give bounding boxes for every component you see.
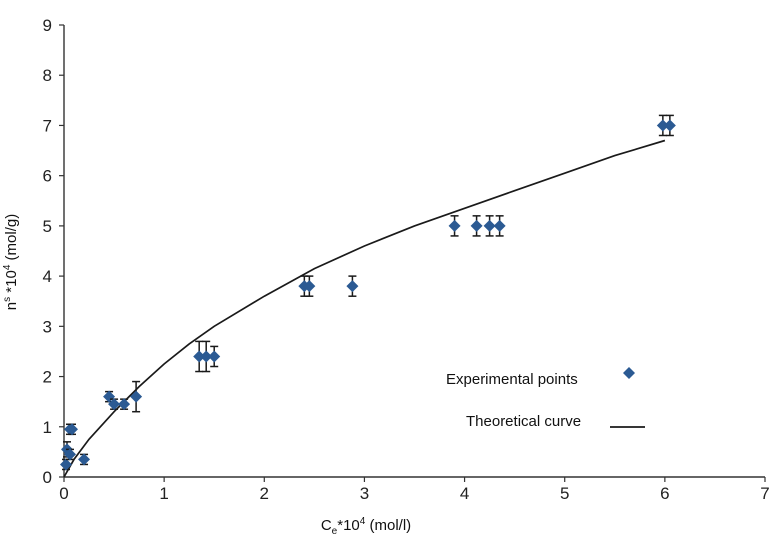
x-tick-label: 7 (760, 484, 769, 503)
data-point (193, 340, 206, 373)
diamond-marker (108, 398, 121, 411)
x-tick-label: 2 (260, 484, 269, 503)
diamond-marker (448, 219, 461, 232)
diamond-marker (663, 119, 676, 132)
axes (63, 25, 765, 478)
y-tick-label: 6 (43, 167, 52, 186)
y-tick-label: 8 (43, 66, 52, 85)
data-point (108, 398, 121, 411)
x-tick-label: 3 (360, 484, 369, 503)
data-point (200, 340, 213, 373)
x-axis-ticks: 0 1 2 3 4 5 6 7 (59, 477, 770, 503)
y-tick-label: 5 (43, 217, 52, 236)
diamond-marker (130, 390, 143, 403)
legend-label-experimental: Experimental points (446, 371, 578, 388)
diamond-marker (193, 350, 206, 363)
x-tick-label: 6 (660, 484, 669, 503)
data-point (303, 275, 316, 297)
x-tick-label: 0 (59, 484, 68, 503)
diamond-marker (470, 219, 483, 232)
data-point (78, 453, 91, 466)
x-tick-label: 1 (159, 484, 168, 503)
data-point (346, 275, 359, 297)
diamond-marker (118, 398, 131, 411)
legend: Experimental points Theoretical curve (446, 367, 645, 430)
data-point (656, 114, 669, 137)
legend-diamond-marker (623, 367, 635, 379)
y-tick-label: 7 (43, 116, 52, 135)
data-point (483, 215, 496, 237)
data-point (118, 398, 131, 411)
x-axis-title: Ce*104 (mol/l) (321, 516, 411, 537)
y-axis-ticks: 0 1 2 3 4 5 6 7 8 9 (43, 16, 64, 487)
data-point (470, 215, 483, 237)
diamond-marker (493, 219, 506, 232)
diamond-marker (656, 119, 669, 132)
y-tick-label: 9 (43, 16, 52, 35)
data-point (130, 380, 143, 413)
y-tick-label: 0 (43, 468, 52, 487)
diamond-marker (200, 350, 213, 363)
y-tick-label: 1 (43, 418, 52, 437)
diamond-marker (483, 219, 496, 232)
legend-label-theoretical: Theoretical curve (466, 413, 581, 430)
diamond-marker (208, 350, 221, 363)
y-tick-label: 4 (43, 267, 52, 286)
theoretical-curve-layer (63, 139, 666, 478)
diamond-marker (66, 423, 79, 436)
experimental-points-layer (60, 114, 676, 471)
x-tick-label: 5 (560, 484, 569, 503)
data-point (663, 114, 676, 137)
data-point (448, 215, 461, 237)
data-point (64, 448, 77, 461)
data-point (493, 215, 506, 237)
data-point (208, 345, 221, 368)
x-tick-label: 4 (460, 484, 469, 503)
y-tick-label: 3 (43, 317, 52, 336)
diamond-marker (78, 453, 91, 466)
diamond-marker (346, 280, 359, 293)
y-axis-title: ns *104 (mol/g) (2, 214, 20, 310)
theoretical-curve-line (63, 139, 666, 478)
y-tick-label: 2 (43, 368, 52, 387)
diamond-marker (60, 458, 73, 471)
diamond-marker (303, 280, 316, 293)
data-point (66, 423, 79, 436)
diamond-marker (64, 448, 77, 461)
data-point (60, 458, 73, 471)
